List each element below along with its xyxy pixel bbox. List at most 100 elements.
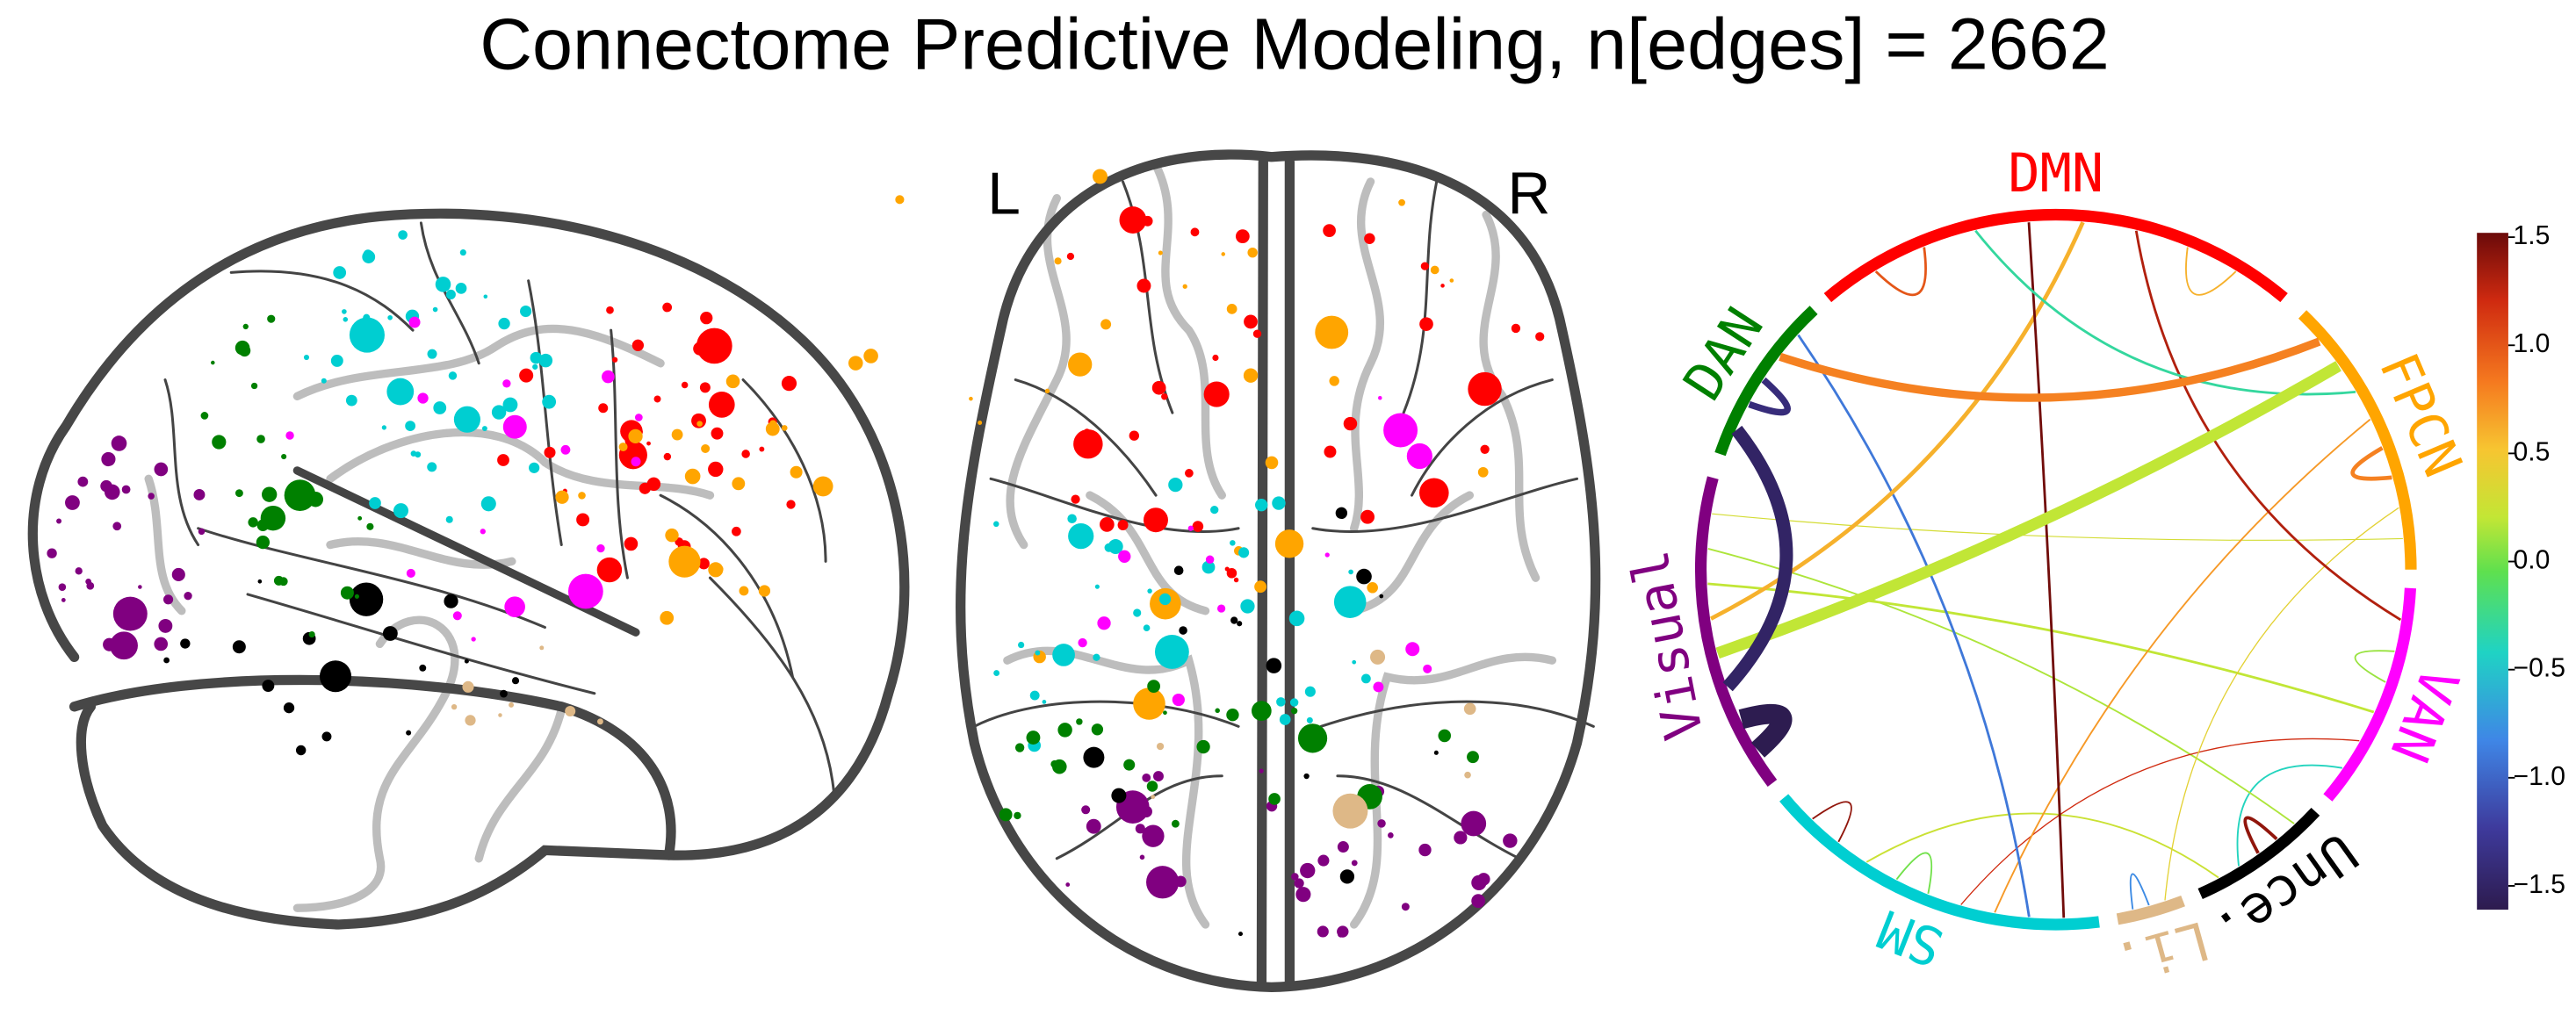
brain-node xyxy=(895,195,905,205)
brain-node xyxy=(1117,519,1129,530)
brain-node xyxy=(281,453,287,460)
brain-node xyxy=(1266,658,1282,673)
edge xyxy=(1707,582,2375,714)
brain-node xyxy=(1097,616,1111,630)
brain-node xyxy=(1367,581,1378,594)
brain-node xyxy=(671,428,683,441)
brain-node xyxy=(969,396,973,401)
brain-node xyxy=(1091,723,1104,736)
brain-node xyxy=(284,479,316,512)
brain-node xyxy=(1146,781,1158,792)
brain-node xyxy=(741,450,750,458)
brain-node xyxy=(665,528,679,543)
brain-node xyxy=(1221,252,1226,256)
brain-node xyxy=(386,378,415,406)
brain-node xyxy=(158,618,173,633)
brain-node xyxy=(708,562,724,578)
brain-node xyxy=(1092,169,1108,184)
brain-node xyxy=(1317,854,1330,867)
brain-node xyxy=(1252,329,1262,338)
brain-node xyxy=(1017,641,1025,649)
brain-node xyxy=(1210,505,1219,515)
brain-node xyxy=(790,465,803,479)
brain-node xyxy=(415,451,422,458)
brain-node xyxy=(646,441,651,446)
brain-node xyxy=(1068,522,1094,550)
brain-node xyxy=(448,371,458,380)
brain-node xyxy=(502,379,511,388)
brain-node xyxy=(1147,680,1160,693)
brain-node xyxy=(1323,224,1336,237)
brain-node xyxy=(578,492,586,500)
brain-node xyxy=(999,808,1013,822)
brain-node xyxy=(1300,862,1316,879)
brain-node xyxy=(1324,552,1330,558)
brain-node xyxy=(464,659,469,664)
brain-node xyxy=(1290,707,1298,715)
edge xyxy=(1722,425,1793,692)
brain-node xyxy=(732,526,741,536)
brain-node xyxy=(598,403,609,414)
brain-node xyxy=(1477,466,1489,478)
brain-node xyxy=(211,360,215,365)
brain-node xyxy=(597,718,603,725)
brain-node xyxy=(363,249,373,260)
brain-node xyxy=(1337,925,1349,938)
brain-node xyxy=(1026,731,1041,745)
brain-node xyxy=(519,368,534,383)
brain-node xyxy=(544,446,556,458)
brain-node xyxy=(1430,265,1440,275)
brain-node xyxy=(1196,739,1210,754)
brain-node xyxy=(235,489,243,498)
brain-node xyxy=(126,601,133,608)
edge xyxy=(1974,229,2356,396)
brain-node xyxy=(624,536,639,551)
brain-node xyxy=(1503,833,1518,848)
brain-node xyxy=(340,586,354,600)
brain-node xyxy=(1224,566,1230,572)
edge xyxy=(1960,738,2360,905)
network-arc xyxy=(2298,310,2417,570)
brain-node xyxy=(405,421,416,431)
brain-node xyxy=(58,583,67,591)
brain-node xyxy=(1133,687,1165,720)
brain-node xyxy=(1244,314,1258,329)
brain-node xyxy=(77,476,89,487)
brain-node xyxy=(1265,456,1279,470)
brain-node xyxy=(1333,586,1367,618)
brain-node xyxy=(86,581,95,590)
brain-node xyxy=(61,598,66,602)
brain-node xyxy=(1153,771,1164,782)
brain-node xyxy=(303,354,310,361)
brain-node xyxy=(65,495,80,510)
brain-node xyxy=(366,522,374,530)
brain-node xyxy=(1192,521,1204,532)
brain-node xyxy=(112,596,148,631)
brain-node xyxy=(406,568,415,578)
axial-brain xyxy=(956,149,1601,993)
brain-node xyxy=(1237,621,1243,627)
brain-node xyxy=(1468,371,1502,407)
brain-node xyxy=(138,585,142,589)
brain-node xyxy=(1035,650,1041,656)
brain-node xyxy=(200,412,209,420)
brain-node xyxy=(198,528,206,536)
brain-node xyxy=(1057,723,1072,738)
brain-node xyxy=(1076,718,1083,725)
brain-node xyxy=(1268,793,1281,805)
brain-node xyxy=(700,312,713,325)
brain-node xyxy=(1067,514,1077,524)
brain-node xyxy=(1337,841,1349,853)
brain-node xyxy=(1119,206,1147,234)
brain-node xyxy=(1295,887,1311,903)
brain-node xyxy=(349,582,384,616)
brain-node xyxy=(1158,593,1172,606)
brain-node xyxy=(1352,659,1357,665)
brain-node xyxy=(278,577,288,587)
brain-node xyxy=(696,327,732,364)
brain-node xyxy=(1306,716,1313,723)
brain-node xyxy=(1203,381,1230,407)
brain-node xyxy=(1068,352,1093,377)
brain-node xyxy=(646,477,661,492)
